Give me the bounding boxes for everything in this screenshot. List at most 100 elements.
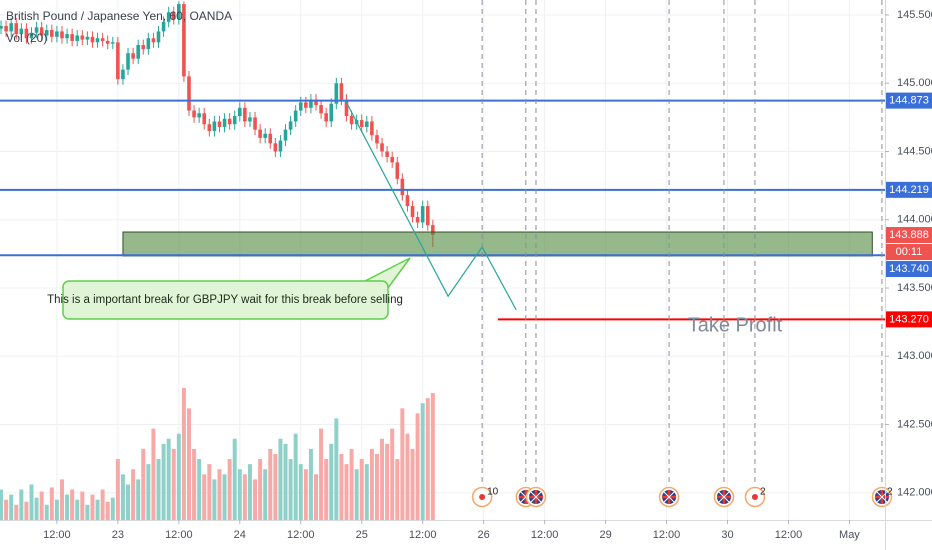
volume-bar	[339, 454, 344, 520]
indicator-label: Vol (20)	[6, 31, 47, 45]
candle-body	[116, 42, 120, 80]
volume-bar	[293, 433, 298, 520]
candle-body	[146, 38, 151, 50]
volume-bar	[354, 469, 359, 520]
volume-bar	[146, 464, 151, 520]
candle-body	[50, 30, 54, 37]
volume-bar	[131, 469, 136, 520]
candle-body	[253, 117, 257, 130]
drawings	[0, 99, 885, 321]
projection-line	[344, 99, 517, 311]
hline-label: 143.270	[889, 313, 929, 325]
candle-body	[126, 53, 130, 70]
grid	[0, 0, 885, 520]
volume-bar	[9, 494, 14, 520]
volume-bar	[14, 504, 19, 520]
volume-bar	[171, 448, 176, 520]
countdown-label: 00:11	[896, 246, 923, 258]
candle-body	[151, 38, 156, 43]
volume-bar	[166, 438, 171, 520]
candle-body	[324, 113, 328, 122]
candle-body	[420, 206, 425, 223]
candle-body	[243, 107, 247, 122]
volume-bar	[19, 489, 24, 520]
candle-body	[90, 36, 95, 43]
candle-body	[410, 206, 415, 218]
volume-bar	[400, 408, 405, 520]
volume-bar	[29, 484, 34, 520]
volume-bar	[85, 504, 90, 520]
volume-bar	[197, 459, 202, 520]
candle-body	[110, 42, 115, 44]
volume-bar	[334, 418, 339, 520]
x-tick-label: 12:00	[409, 529, 437, 541]
candle-body	[385, 151, 389, 157]
candle-body	[0, 25, 3, 29]
candle-body	[4, 25, 8, 32]
x-tick-label: May	[839, 529, 860, 541]
volume-bar	[115, 459, 120, 520]
volume-bar	[319, 428, 324, 520]
volume-bar	[192, 448, 197, 520]
volume-bar	[222, 474, 227, 520]
volume-bar	[151, 428, 156, 520]
candle-body	[232, 116, 237, 125]
candle-body	[70, 34, 74, 41]
volume-bar	[212, 479, 217, 520]
event-label: 2	[887, 487, 893, 498]
volume-bar	[278, 438, 283, 520]
volume-bar	[390, 428, 395, 520]
volume-bar	[247, 464, 252, 520]
volume-bar	[141, 448, 146, 520]
candle-body	[39, 27, 44, 36]
candle-body	[55, 31, 59, 37]
event-label: 2	[760, 487, 766, 498]
candle-body	[415, 217, 420, 223]
candle-body	[136, 45, 140, 59]
volume-bar	[329, 443, 334, 520]
candle-body	[227, 118, 232, 125]
volume-bar	[217, 469, 222, 520]
volume-bar	[120, 474, 125, 520]
volume-bar	[0, 489, 4, 520]
candle-body	[171, 12, 176, 20]
volume-bar	[95, 499, 100, 520]
hline-label-box	[886, 261, 932, 278]
volume-bar	[308, 448, 313, 520]
candle-body	[319, 105, 323, 114]
y-tick-label: 143.000	[897, 350, 932, 362]
axes: 12:00 23 12:00 24 12:00 25 12:00 26 12:00 29 12:00…	[43, 9, 932, 541]
last-price-box	[886, 227, 932, 244]
volume-bar	[54, 499, 59, 520]
y-tick-label: 144.000	[897, 214, 932, 226]
candle-body	[222, 118, 227, 127]
volume-bar	[364, 464, 369, 520]
candle-body	[44, 30, 49, 36]
x-tick-label: 30	[721, 529, 733, 541]
volume-bar	[395, 459, 400, 520]
volume-bar	[75, 499, 80, 520]
candle-body	[161, 21, 166, 32]
callout-box	[62, 280, 389, 320]
candle-body	[278, 140, 283, 152]
volume-bar	[207, 464, 212, 520]
candle-body	[339, 83, 344, 100]
candle-body	[314, 99, 318, 106]
candle-body	[75, 35, 80, 41]
x-tick-label: 12:00	[653, 529, 681, 541]
candle-body	[212, 121, 217, 132]
candle-body	[431, 225, 435, 235]
volume-bar	[283, 443, 288, 520]
event-flag-cross-white	[663, 491, 675, 503]
y-tick-label: 144.500	[897, 145, 932, 157]
candle-body	[329, 103, 334, 122]
candle-body	[293, 110, 298, 122]
candle-body	[365, 121, 369, 127]
candle-body	[349, 116, 354, 125]
volume-bar	[126, 484, 131, 520]
candle-body	[400, 178, 405, 196]
event-dot	[751, 494, 758, 500]
hline-label: 144.219	[889, 184, 929, 196]
